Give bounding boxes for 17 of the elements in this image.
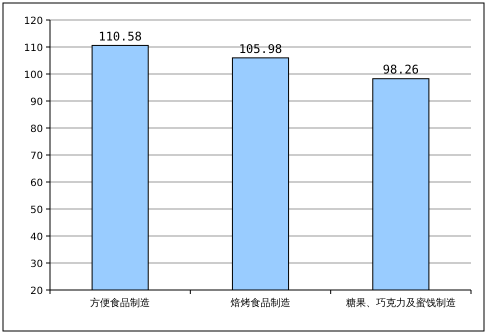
y-tick-label: 20	[30, 286, 43, 297]
y-tick-label: 90	[30, 97, 43, 108]
y-tick-label: 120	[24, 16, 43, 27]
y-tick-label: 50	[30, 205, 43, 216]
data-label: 110.58	[98, 29, 142, 44]
x-tick-label: 糖果、巧克力及蜜饯制造	[346, 297, 456, 309]
y-tick-label: 110	[24, 43, 43, 54]
data-label: 105.98	[238, 42, 282, 56]
y-tick-label: 60	[30, 178, 43, 189]
y-tick-label: 30	[30, 259, 43, 270]
y-tick-label: 40	[30, 232, 43, 243]
y-tick-label: 70	[30, 151, 43, 162]
data-label: 98.26	[382, 62, 419, 77]
y-tick-label: 100	[24, 70, 43, 81]
x-tick-label: 方便食品制造	[90, 297, 150, 309]
y-tick-label: 80	[30, 124, 43, 135]
x-tick-label: 焙烤食品制造	[230, 297, 290, 309]
